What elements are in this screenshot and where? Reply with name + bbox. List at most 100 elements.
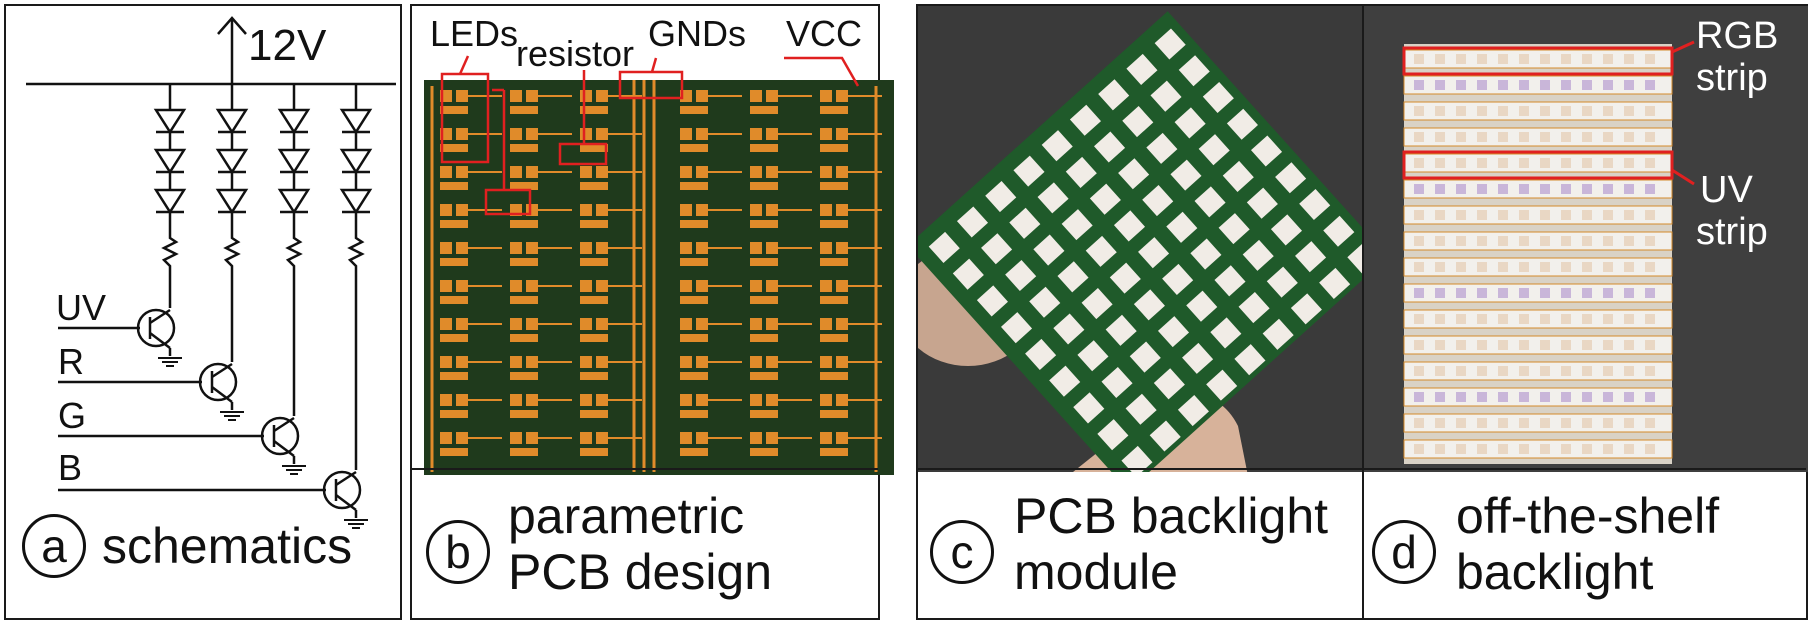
strip-led bbox=[1540, 314, 1550, 324]
strip-led bbox=[1540, 340, 1550, 350]
strip-led bbox=[1414, 80, 1424, 90]
strip-led bbox=[1603, 132, 1613, 142]
module-led bbox=[956, 206, 989, 238]
pcb-pad bbox=[596, 318, 608, 330]
panel-letter-a: a bbox=[22, 514, 86, 578]
strip-led bbox=[1456, 288, 1466, 298]
strip-led bbox=[1477, 288, 1487, 298]
pcb-pad bbox=[766, 318, 778, 330]
module-led bbox=[1009, 207, 1041, 239]
pcb-pad bbox=[580, 448, 608, 456]
strip-led bbox=[1624, 288, 1634, 298]
pcb-pad bbox=[836, 90, 848, 102]
pcb-pad bbox=[440, 280, 452, 292]
pcb-pad bbox=[580, 128, 592, 140]
leds-label: LEDs bbox=[430, 13, 519, 54]
strip-led bbox=[1498, 158, 1508, 168]
pcb-pad bbox=[820, 296, 848, 304]
strip-led bbox=[1645, 236, 1655, 246]
pcb-pad bbox=[836, 242, 848, 254]
pcb-pad bbox=[580, 410, 608, 418]
strip-led bbox=[1582, 340, 1592, 350]
pcb-pad bbox=[510, 296, 538, 304]
strip-led bbox=[1645, 184, 1655, 194]
strip-led bbox=[1582, 132, 1592, 142]
strip-led bbox=[1477, 210, 1487, 220]
strip-led bbox=[1603, 184, 1613, 194]
strip-led bbox=[1477, 314, 1487, 324]
strip-led bbox=[1624, 54, 1634, 64]
diode-symbol bbox=[153, 188, 187, 215]
strip-led bbox=[1561, 54, 1571, 64]
module-led bbox=[1101, 366, 1133, 399]
uv-strip-label-1: UV bbox=[1700, 169, 1753, 211]
strip-led bbox=[1435, 158, 1445, 168]
strip-led bbox=[1624, 184, 1634, 194]
strip-led bbox=[1624, 418, 1634, 428]
strip-led bbox=[1645, 418, 1655, 428]
pcb-pad bbox=[440, 410, 468, 418]
module-led bbox=[1222, 160, 1254, 192]
pcb-pad bbox=[440, 334, 468, 342]
pcb-pad bbox=[580, 90, 592, 102]
caption-d: d off-the-shelf backlight bbox=[1364, 468, 1806, 618]
strip-led bbox=[1540, 418, 1550, 428]
pcb-pad bbox=[820, 258, 848, 266]
pcb-pad bbox=[766, 204, 778, 216]
pcb-pad bbox=[750, 448, 778, 456]
pcb-pad bbox=[836, 280, 848, 292]
pcb-pad bbox=[440, 296, 468, 304]
module-led bbox=[1262, 318, 1294, 350]
module-led bbox=[1057, 261, 1089, 293]
pcb-pad bbox=[526, 356, 538, 368]
pcb-pad bbox=[680, 128, 692, 140]
pcb-pad bbox=[766, 128, 778, 140]
strip-led bbox=[1498, 262, 1508, 272]
pcb-pad bbox=[510, 410, 538, 418]
diode-symbol bbox=[215, 188, 249, 215]
pcb-pad bbox=[766, 166, 778, 178]
strip-led bbox=[1519, 288, 1529, 298]
pcb-pad bbox=[596, 128, 608, 140]
module-led bbox=[1146, 132, 1178, 164]
pcb-pad bbox=[680, 144, 708, 152]
pcb-pad bbox=[750, 296, 778, 304]
pcb-pad bbox=[696, 166, 708, 178]
strip-led bbox=[1624, 366, 1634, 376]
strip-led bbox=[1477, 54, 1487, 64]
module-led bbox=[976, 285, 1008, 317]
diode-symbol bbox=[339, 108, 373, 135]
pcb-pad bbox=[580, 204, 592, 216]
pcb-pad bbox=[680, 258, 708, 266]
pcb-pad bbox=[510, 280, 522, 292]
pcb-pad bbox=[750, 106, 778, 114]
strip-led bbox=[1519, 106, 1529, 116]
module-led bbox=[1162, 263, 1194, 295]
pcb-highlights bbox=[440, 55, 860, 216]
pcb-pad bbox=[820, 242, 832, 254]
strip-led bbox=[1477, 366, 1487, 376]
strip-led bbox=[1540, 444, 1550, 454]
pcb-pad bbox=[820, 432, 832, 444]
strip-led bbox=[1519, 366, 1529, 376]
caption-a-text: schematics bbox=[102, 518, 353, 574]
module-led bbox=[1033, 234, 1065, 266]
pcb-pad bbox=[580, 166, 592, 178]
strip-led bbox=[1498, 106, 1508, 116]
strip-led bbox=[1603, 210, 1613, 220]
pcb-pad bbox=[836, 356, 848, 368]
strip-led bbox=[1540, 288, 1550, 298]
strip-led bbox=[1456, 340, 1466, 350]
module-led bbox=[1085, 235, 1117, 267]
pcb-pad bbox=[526, 280, 538, 292]
module-led bbox=[1126, 53, 1158, 85]
strip-led bbox=[1540, 54, 1550, 64]
pcb-pad bbox=[680, 334, 708, 342]
vcc-label: VCC bbox=[786, 13, 863, 54]
module-led bbox=[1154, 28, 1186, 60]
pcb-pad bbox=[526, 128, 538, 140]
strip-led bbox=[1582, 418, 1592, 428]
strip-led bbox=[1645, 132, 1655, 142]
pcb-pad bbox=[680, 356, 692, 368]
pcb-pad bbox=[766, 280, 778, 292]
